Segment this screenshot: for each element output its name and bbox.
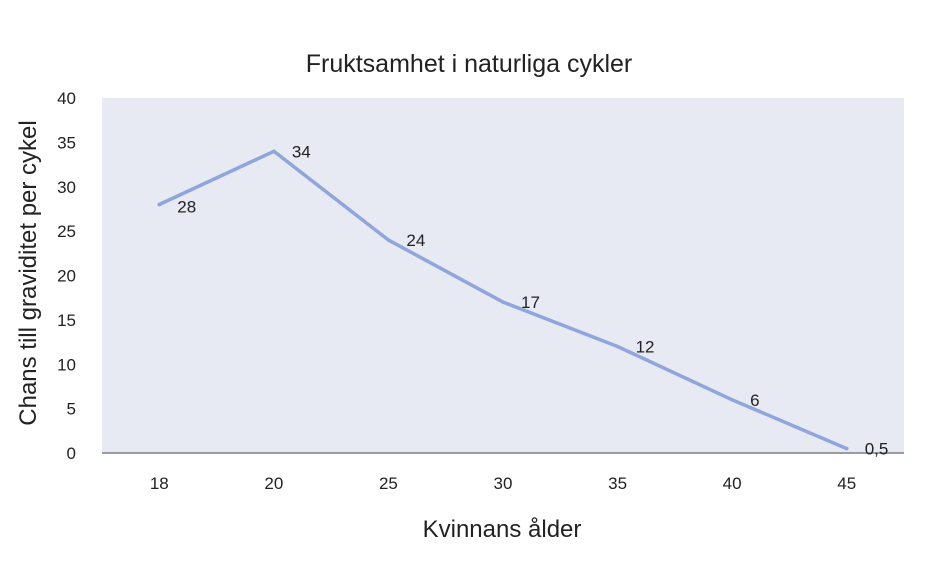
data-point — [615, 344, 620, 349]
y-tick-label: 15 — [57, 311, 76, 330]
y-tick-label: 35 — [57, 133, 76, 152]
x-tick-label: 25 — [379, 474, 398, 493]
data-label: 0,5 — [865, 440, 889, 459]
y-tick-label: 40 — [57, 89, 76, 108]
data-point — [386, 238, 391, 242]
data-label: 17 — [521, 293, 540, 312]
data-label: 12 — [636, 338, 655, 357]
data-point — [844, 446, 849, 451]
data-point — [730, 397, 734, 402]
x-tick-label: 30 — [494, 474, 513, 493]
y-tick-label: 10 — [57, 355, 76, 374]
data-label: 24 — [406, 231, 425, 250]
x-axis-ticks: 18 20 25 30 35 40 45 — [150, 474, 856, 493]
y-axis-title: Chans till graviditet per cykel — [15, 120, 42, 425]
x-axis-title: Kvinnans ålder — [423, 516, 582, 543]
data-label: 6 — [750, 391, 759, 410]
y-tick-label: 30 — [57, 178, 76, 197]
chart-title: Fruktsamhet i naturliga cykler — [306, 50, 633, 78]
data-points — [157, 149, 849, 451]
data-labels: 28 34 24 17 12 6 0,5 — [177, 142, 888, 458]
y-axis-ticks: 0 5 10 15 20 25 30 35 40 — [57, 89, 76, 463]
data-point — [157, 202, 162, 207]
x-tick-label: 45 — [837, 474, 856, 493]
x-tick-label: 40 — [723, 474, 742, 493]
x-tick-label: 35 — [608, 474, 627, 493]
data-point — [272, 149, 276, 154]
y-tick-label: 0 — [67, 444, 76, 463]
x-tick-label: 18 — [150, 474, 169, 493]
x-tick-label: 20 — [264, 474, 283, 493]
y-tick-label: 5 — [67, 400, 76, 419]
plot-area — [102, 98, 904, 453]
data-point — [501, 300, 505, 304]
y-tick-label: 20 — [57, 267, 76, 286]
y-tick-label: 25 — [57, 222, 76, 241]
data-label: 28 — [177, 198, 196, 217]
data-label: 34 — [292, 142, 311, 161]
